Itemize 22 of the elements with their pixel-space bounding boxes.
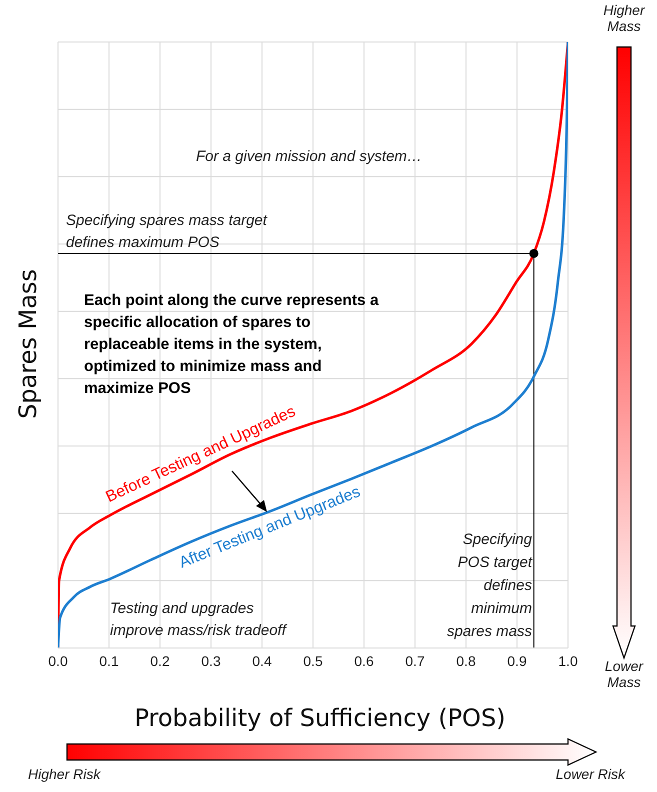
x-tick-label: 1.0 xyxy=(558,652,578,669)
x-tick-label: 0.2 xyxy=(150,652,170,669)
annotation: Each point along the curve represents a specific allocation of spares to replaceable items in the system, optimized to minimize mass and maximize POS xyxy=(84,291,379,399)
ref-line-label: Specifying spares mass target defines maximum POS xyxy=(66,211,267,253)
text: Lower Risk xyxy=(556,766,625,782)
y-axis-title: Spares Mass xyxy=(14,269,42,419)
x-axis-title: Probability of Sufficiency (POS) xyxy=(134,704,506,732)
x-tick-label: 0.7 xyxy=(405,652,425,669)
text: Higher Mass xyxy=(602,2,646,34)
ref-line-label: Specifying POS target defines minimum spares mass xyxy=(446,530,532,642)
x-tick-label: 0.3 xyxy=(201,652,221,669)
x-tick-label: 0.1 xyxy=(99,652,119,669)
annotation: For a given mission and system… xyxy=(196,148,422,165)
x-tick-label: 0.5 xyxy=(303,652,323,669)
x-tick-label: 0.8 xyxy=(456,652,476,669)
x-tick-label: 0.6 xyxy=(354,652,374,669)
x-tick-label: 0.9 xyxy=(507,652,527,669)
x-tick-label: 0.0 xyxy=(48,652,68,669)
annotation: Testing and upgrades improve mass/risk tradeoff xyxy=(110,599,286,641)
text: Higher Risk xyxy=(28,766,100,782)
text: Lower Mass xyxy=(604,658,644,690)
x-tick-label: 0.4 xyxy=(252,652,272,669)
